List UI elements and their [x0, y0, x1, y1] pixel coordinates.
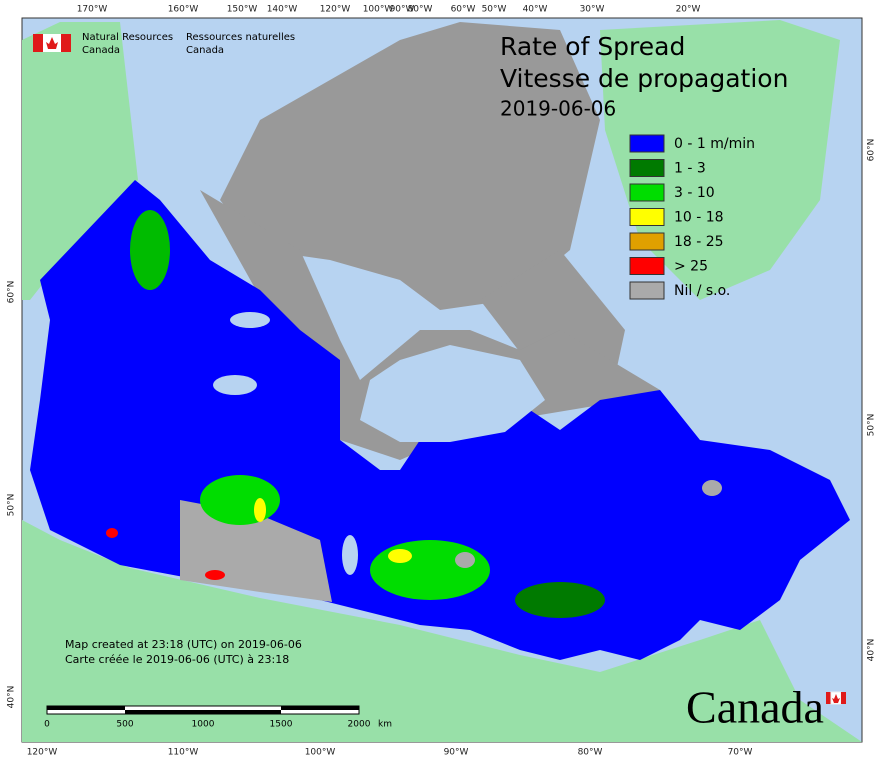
- longitude-label: 80°W: [578, 748, 603, 758]
- lake: [342, 535, 358, 575]
- longitude-label: 80°W: [408, 5, 433, 15]
- note: Map created at 23:18 (UTC) on 2019-06-06: [65, 638, 302, 651]
- title: Rate of Spread: [500, 32, 685, 61]
- spread-zone: [254, 498, 266, 522]
- spread-zone: [130, 210, 170, 290]
- latitude-label: 40°N: [7, 686, 17, 709]
- greenland: [600, 20, 840, 300]
- spread-zone: [106, 528, 118, 538]
- spread-zone: [200, 475, 280, 525]
- longitude-label: 90°W: [444, 748, 469, 758]
- spread-zone: [388, 549, 412, 563]
- legend-swatch: [629, 232, 665, 251]
- arctic-islands: [220, 22, 600, 310]
- legend-swatch: [629, 159, 665, 177]
- scale-label: 2000: [348, 720, 371, 730]
- land: [22, 20, 862, 742]
- scale-bar: [46, 705, 360, 715]
- flag-logo: [33, 34, 71, 52]
- hudson-bay: [360, 345, 545, 442]
- lake: [702, 480, 722, 496]
- longitude-label: 160°W: [168, 5, 199, 15]
- agency-fr: Ressources naturelles: [186, 32, 295, 43]
- longitude-label: 90°W: [390, 5, 415, 15]
- agency-en: Canada: [82, 45, 120, 56]
- scale-label: 0: [44, 720, 50, 730]
- date: 2019-06-06: [500, 97, 616, 121]
- longitude-label: 100°W: [305, 748, 336, 758]
- longitude-label: 120°W: [320, 5, 351, 15]
- legend-swatch: [629, 208, 665, 226]
- longitude-label: 100°W: [363, 5, 394, 15]
- latitude-label: 50°N: [867, 414, 877, 437]
- longitude-label: 70°W: [728, 748, 753, 758]
- legend-label: Nil / s.o.: [674, 283, 730, 299]
- title: Vitesse de propagation: [500, 64, 788, 93]
- longitude-label: 150°W: [227, 5, 258, 15]
- legend-label: 10 - 18: [674, 210, 724, 226]
- legend-swatch: [629, 183, 665, 202]
- longitude-label: 50°W: [482, 5, 507, 15]
- generated: 0 - 1 m/min 1 - 3 3 - 10 10 - 18 18 - 25 > 25…: [7, 5, 877, 758]
- spread-zone: [205, 570, 225, 580]
- longitude-label: 20°W: [676, 5, 701, 15]
- united-states: [22, 520, 862, 742]
- note: Carte créée le 2019-06-06 (UTC) à 23:18: [65, 653, 289, 666]
- lake: [455, 552, 475, 568]
- longitude-label: 30°W: [580, 5, 605, 15]
- latitude-label: 40°N: [867, 639, 877, 662]
- legend-swatch: [629, 281, 665, 300]
- scale-label: 1500: [270, 720, 293, 730]
- scale-label: 1000: [192, 720, 215, 730]
- longitude-label: 170°W: [77, 5, 108, 15]
- alaska: [22, 22, 138, 300]
- wordmark: Canada: [686, 682, 824, 733]
- legend-label: 0 - 1 m/min: [674, 136, 755, 152]
- latitude-label: 60°N: [867, 139, 877, 162]
- spread-zone: [370, 540, 490, 600]
- longitude-label: 120°W: [27, 748, 58, 758]
- legend-label: > 25: [674, 259, 708, 275]
- spread-zone: [515, 582, 605, 618]
- latitude-label: 50°N: [7, 494, 17, 517]
- longitude-label: 60°W: [451, 5, 476, 15]
- longitude-label: 140°W: [267, 5, 298, 15]
- agency-en: Natural Resources: [82, 32, 173, 43]
- legend-label: 18 - 25: [674, 234, 724, 250]
- legend-label: 1 - 3: [674, 161, 706, 177]
- legend-label: 3 - 10: [674, 185, 715, 201]
- legend-swatch: [629, 257, 665, 275]
- scale-label: 500: [116, 720, 133, 730]
- longitude-label: 110°W: [168, 748, 199, 758]
- lake: [213, 375, 257, 395]
- latitude-label: 60°N: [7, 281, 17, 304]
- lake: [230, 312, 270, 328]
- longitude-label: 40°W: [523, 5, 548, 15]
- scale-unit: km: [378, 720, 392, 730]
- legend-swatch: [629, 134, 665, 153]
- wordmark-flag: [826, 691, 846, 705]
- agency-fr: Canada: [186, 45, 224, 56]
